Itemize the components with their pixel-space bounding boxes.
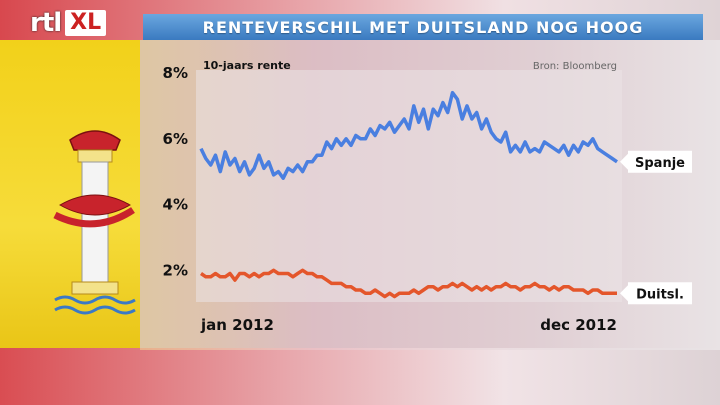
- rtl-xl-logo: rtl XL: [30, 8, 107, 38]
- series-end-label-duitsl: Duitsl.: [620, 282, 692, 305]
- y-tick-label: 4%: [163, 196, 188, 214]
- series-line-spanje: [199, 90, 618, 180]
- series-name-label: Spanje: [635, 156, 685, 171]
- x-tick-label-start: jan 2012: [200, 316, 274, 334]
- title-bar: RENTEVERSCHIL MET DUITSLAND NOG HOOG: [143, 14, 703, 40]
- y-tick-label: 2%: [163, 261, 188, 279]
- chart-subtitle: 10-jaars rente: [203, 59, 291, 72]
- flag-bottom-red-stripe: [0, 348, 720, 405]
- logo-xl-text: XL: [65, 10, 107, 36]
- y-tick-label: 6%: [163, 130, 188, 148]
- series-name-label: Duitsl.: [636, 287, 684, 302]
- logo-rtl-text: rtl: [30, 8, 62, 38]
- plot-panel: [196, 70, 622, 302]
- chart-source: Bron: Bloomberg: [533, 61, 617, 72]
- chart-title: RENTEVERSCHIL MET DUITSLAND NOG HOOG: [202, 17, 644, 37]
- series-end-label-spanje: Spanje: [620, 150, 692, 173]
- x-tick-label-end: dec 2012: [540, 316, 617, 334]
- series-line-duitsl: [200, 268, 617, 299]
- y-tick-label: 8%: [163, 64, 188, 82]
